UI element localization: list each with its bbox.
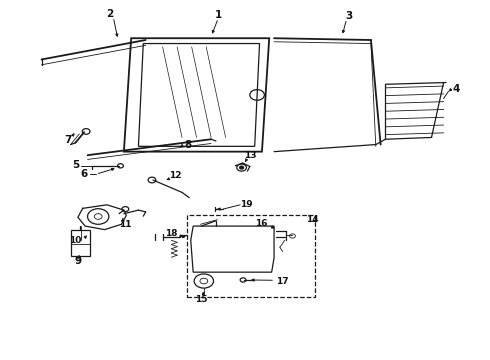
Text: 15: 15 bbox=[195, 295, 208, 304]
Text: 4: 4 bbox=[452, 84, 460, 94]
Bar bbox=[71, 230, 90, 256]
Text: 13: 13 bbox=[244, 152, 256, 161]
Text: 10: 10 bbox=[69, 236, 82, 245]
Text: 14: 14 bbox=[306, 215, 318, 224]
Text: 8: 8 bbox=[184, 140, 192, 149]
Circle shape bbox=[240, 166, 244, 169]
Text: 6: 6 bbox=[80, 169, 87, 179]
Text: 16: 16 bbox=[255, 219, 267, 228]
Bar bbox=[187, 215, 315, 297]
Text: 11: 11 bbox=[119, 220, 132, 229]
Text: 1: 1 bbox=[215, 10, 222, 20]
Text: 17: 17 bbox=[276, 277, 289, 286]
Text: 12: 12 bbox=[169, 171, 181, 180]
Text: 9: 9 bbox=[74, 256, 81, 266]
Text: 5: 5 bbox=[72, 160, 79, 170]
Text: 3: 3 bbox=[345, 11, 353, 21]
Text: 18: 18 bbox=[165, 229, 177, 238]
Text: 19: 19 bbox=[240, 200, 253, 209]
Text: 2: 2 bbox=[106, 9, 113, 19]
Text: 7: 7 bbox=[65, 135, 72, 145]
